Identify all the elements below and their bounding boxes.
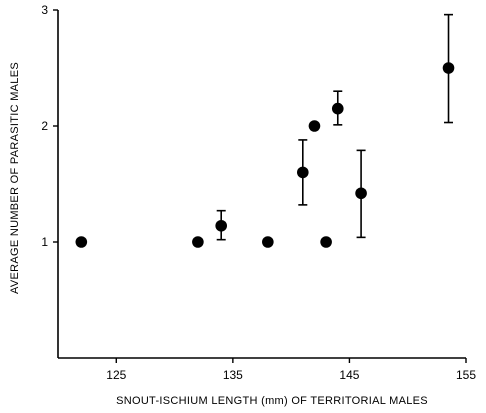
x-tick-label: 155 [456, 368, 476, 382]
x-tick-label: 125 [106, 368, 126, 382]
data-point [215, 219, 227, 232]
data-points [75, 62, 455, 248]
data-point [262, 236, 274, 248]
x-tick-label: 135 [223, 368, 243, 382]
data-point [355, 187, 367, 200]
x-tick-label: 145 [339, 368, 359, 382]
error-bars [216, 13, 454, 241]
y-axis-label: AVERAGE NUMBER OF PARASITIC MALES [9, 62, 21, 294]
data-point [192, 236, 204, 248]
tick-labels: 1 2 3 125 135 145 155 [41, 3, 476, 382]
data-point [331, 102, 344, 115]
data-point [442, 62, 455, 74]
data-point [308, 120, 321, 132]
x-axis-label: SNOUT-ISCHIUM LENGTH (mm) OF TERRITORIAL… [116, 395, 428, 407]
y-tick-label: 1 [41, 235, 48, 249]
y-tick-label: 2 [41, 119, 48, 133]
data-point [75, 236, 88, 248]
axes [53, 9, 467, 363]
data-point [320, 236, 332, 248]
data-point [297, 166, 309, 179]
y-tick-label: 3 [41, 3, 48, 17]
